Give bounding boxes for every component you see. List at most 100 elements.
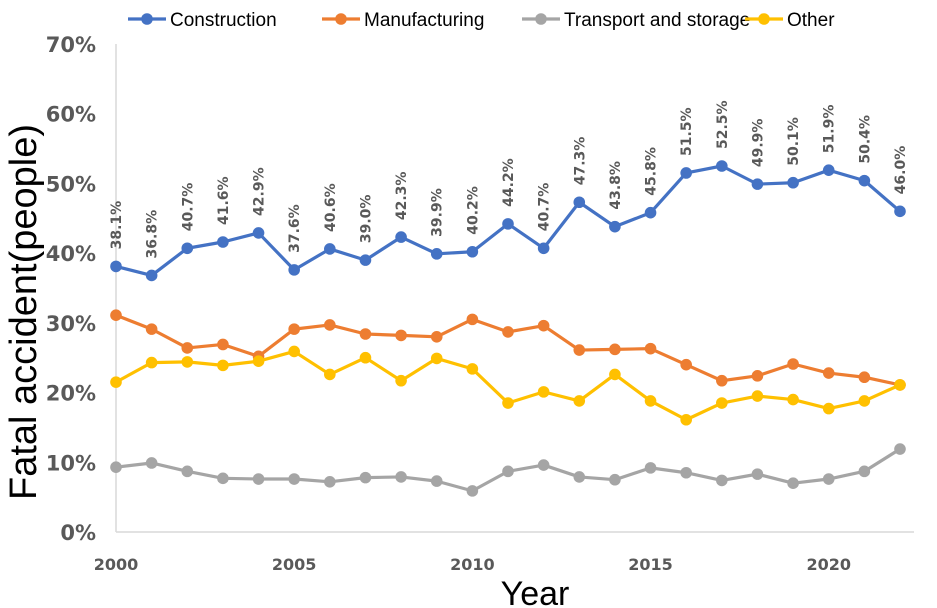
series-point bbox=[644, 395, 657, 407]
data-label: 51.5% bbox=[679, 107, 695, 156]
series-point bbox=[324, 243, 336, 255]
data-label: 45.8% bbox=[644, 147, 660, 196]
data-label: 37.6% bbox=[287, 204, 303, 253]
y-tick-label: 70% bbox=[46, 33, 96, 57]
series-point bbox=[502, 397, 514, 409]
series-point bbox=[145, 457, 158, 469]
series-point bbox=[288, 345, 300, 358]
y-tick-label: 0% bbox=[60, 521, 96, 545]
data-label: 47.3% bbox=[572, 137, 588, 186]
series-point bbox=[430, 331, 443, 343]
legend-swatch-marker bbox=[141, 13, 153, 25]
series-point bbox=[894, 443, 906, 455]
series-line bbox=[115, 313, 901, 387]
series-point bbox=[858, 174, 871, 187]
series-point bbox=[680, 358, 692, 371]
series-point bbox=[644, 206, 657, 219]
legend: Construction Manufacturing Transport and s… bbox=[128, 10, 835, 31]
series-point bbox=[573, 196, 586, 209]
series-point bbox=[395, 374, 407, 387]
series-point bbox=[716, 397, 728, 409]
series-point bbox=[466, 363, 479, 375]
series-point bbox=[751, 468, 764, 480]
series-point bbox=[894, 205, 906, 218]
series-point bbox=[466, 313, 479, 326]
data-label: 42.9% bbox=[252, 167, 268, 216]
series-point bbox=[466, 485, 479, 497]
y-tick-label: 30% bbox=[46, 312, 96, 336]
series-point bbox=[181, 242, 194, 255]
series-line bbox=[115, 349, 901, 422]
series-point bbox=[787, 176, 799, 189]
series-point bbox=[680, 413, 692, 426]
series-point bbox=[395, 231, 407, 243]
series-point bbox=[252, 473, 265, 485]
y-tick-label: 40% bbox=[46, 242, 96, 266]
legend-item: Manufacturing bbox=[322, 10, 484, 31]
series-point bbox=[716, 374, 728, 387]
series-point bbox=[430, 352, 443, 365]
y-tick-label: 20% bbox=[46, 382, 96, 406]
y-tick-label: 10% bbox=[46, 451, 96, 475]
legend-item: Other bbox=[745, 10, 835, 31]
data-label: 49.9% bbox=[750, 119, 766, 168]
series-point bbox=[537, 319, 550, 332]
data-label: 44.2% bbox=[501, 158, 517, 207]
series-point bbox=[502, 218, 514, 230]
series-point bbox=[787, 358, 799, 370]
series-point bbox=[537, 242, 550, 255]
x-tick-label: 2005 bbox=[272, 555, 317, 574]
series-point bbox=[751, 178, 764, 190]
series-point bbox=[609, 368, 621, 381]
series-point bbox=[252, 355, 265, 368]
data-label: 40.6% bbox=[323, 183, 339, 232]
x-tick-label: 2000 bbox=[94, 555, 139, 574]
series-point bbox=[573, 471, 586, 483]
data-label: 41.6% bbox=[216, 176, 232, 225]
series-point bbox=[217, 359, 229, 372]
series-point bbox=[822, 367, 835, 379]
legend-item: Construction bbox=[128, 10, 277, 31]
data-label: 43.8% bbox=[608, 161, 624, 210]
x-tick-label: 2010 bbox=[450, 555, 495, 574]
data-label: 40.7% bbox=[537, 183, 553, 232]
series-point bbox=[145, 356, 158, 369]
series-point bbox=[110, 260, 122, 273]
series-point bbox=[573, 395, 586, 407]
series-point bbox=[395, 471, 407, 483]
series-point bbox=[288, 323, 300, 335]
legend-label: Other bbox=[787, 10, 835, 31]
series-point bbox=[110, 461, 122, 473]
series-point bbox=[145, 323, 158, 335]
series-point bbox=[644, 342, 657, 355]
series-point bbox=[858, 395, 871, 407]
legend-swatch-marker bbox=[535, 13, 547, 25]
series-point bbox=[324, 476, 336, 488]
series-point bbox=[181, 356, 194, 368]
series-point bbox=[858, 465, 871, 478]
series-point bbox=[716, 160, 728, 172]
data-label: 36.8% bbox=[145, 210, 161, 259]
series-point bbox=[288, 264, 300, 276]
series-point bbox=[359, 254, 372, 266]
data-label: 50.4% bbox=[857, 115, 873, 164]
y-axis-ticks: 0% 10% 20% 30% 40% 50% 60% 70% bbox=[46, 33, 96, 545]
series-point bbox=[502, 326, 514, 338]
series-point bbox=[217, 338, 229, 351]
series-point bbox=[395, 329, 407, 342]
series-point bbox=[644, 462, 657, 474]
data-label: 39.0% bbox=[358, 195, 374, 244]
series-point bbox=[359, 471, 372, 484]
x-tick-label: 2020 bbox=[806, 555, 851, 574]
series-point bbox=[110, 309, 122, 321]
data-label: 52.5% bbox=[715, 100, 731, 149]
series-point bbox=[716, 474, 728, 487]
data-label: 38.1% bbox=[109, 201, 125, 250]
series-point bbox=[609, 473, 621, 486]
series-point bbox=[858, 371, 871, 384]
x-axis-ticks: 2000 2005 2010 2015 2020 bbox=[94, 555, 851, 574]
series-point bbox=[751, 390, 764, 402]
series-point bbox=[894, 379, 906, 391]
series-point bbox=[110, 376, 122, 388]
series-point bbox=[359, 328, 372, 340]
